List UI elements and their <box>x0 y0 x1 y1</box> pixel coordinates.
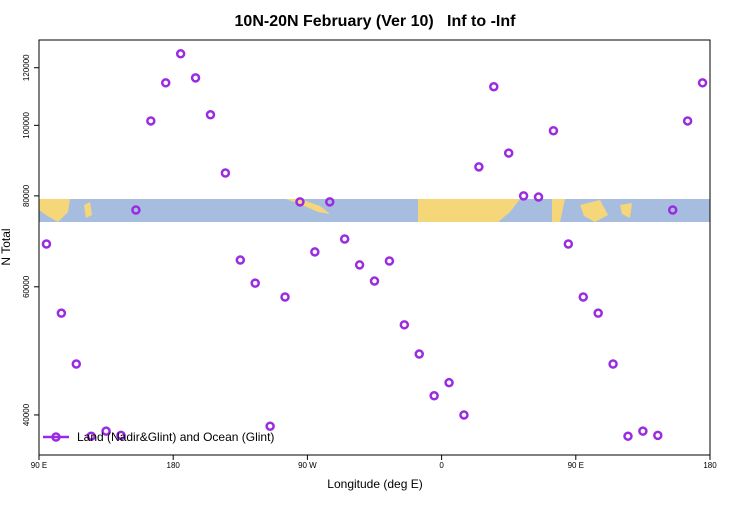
chart-title: 10N-20N February (Ver 10) Inf to -Inf <box>235 13 517 30</box>
point <box>175 49 186 59</box>
point <box>190 73 201 83</box>
point <box>474 162 484 172</box>
point <box>459 410 469 420</box>
point <box>429 391 439 401</box>
point <box>101 426 111 436</box>
point <box>354 260 365 270</box>
y-tick-label: 120000 <box>22 54 31 81</box>
point <box>160 78 171 88</box>
x-axis-label: Longitude (deg E) <box>327 477 422 491</box>
point <box>325 197 335 207</box>
point <box>205 110 216 120</box>
point <box>295 197 305 207</box>
point <box>399 320 410 330</box>
point <box>235 255 246 265</box>
point <box>593 308 603 318</box>
point <box>489 81 499 92</box>
point <box>548 126 559 136</box>
point <box>667 205 678 215</box>
legend-label: Land (Nadir&Glint) and Ocean (Glint) <box>77 430 274 444</box>
point <box>638 426 648 436</box>
point <box>608 359 618 369</box>
point <box>369 276 380 286</box>
point <box>220 168 231 178</box>
point <box>310 247 320 257</box>
y-tick-label: 100000 <box>22 111 31 138</box>
y-tick-label: 60000 <box>22 275 31 298</box>
y-tick-label: 80000 <box>22 184 31 207</box>
point <box>56 308 67 318</box>
point <box>414 349 424 359</box>
point <box>384 256 395 266</box>
x-tick-label: 90 E <box>568 461 584 470</box>
point <box>116 430 126 441</box>
point <box>444 377 454 388</box>
point <box>533 192 544 202</box>
point <box>41 239 52 249</box>
legend-marker <box>51 432 61 442</box>
x-tick-label: 180 <box>167 461 181 470</box>
point <box>280 292 290 302</box>
point <box>265 421 275 431</box>
point <box>653 430 663 441</box>
x-tick-label: 90 E <box>31 461 47 470</box>
point <box>71 359 82 369</box>
x-tick-label: 0 <box>439 461 444 470</box>
y-tick-label: 40000 <box>22 403 31 426</box>
point <box>697 78 708 88</box>
point <box>146 116 156 126</box>
x-tick-label: 180 <box>703 461 717 470</box>
plot-frame <box>38 39 711 456</box>
point <box>518 191 529 201</box>
point <box>503 148 514 158</box>
point <box>339 234 350 244</box>
point <box>250 278 260 288</box>
point <box>578 292 589 302</box>
x-tick-label: 90 W <box>298 461 317 470</box>
point <box>563 239 574 249</box>
point <box>682 116 693 126</box>
point <box>86 431 96 441</box>
legend-item: Land (Nadir&Glint) and Ocean (Glint) <box>43 430 274 444</box>
point <box>131 205 141 215</box>
y-axis-label: N Total <box>0 228 13 265</box>
point <box>623 431 633 441</box>
